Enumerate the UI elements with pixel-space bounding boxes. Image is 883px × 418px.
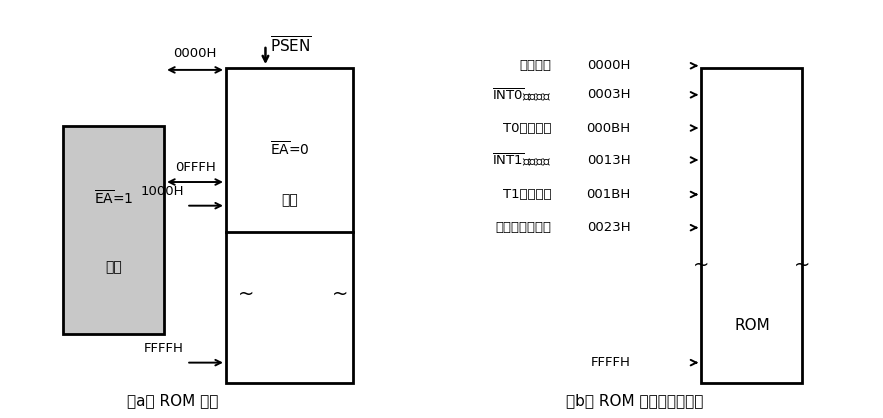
Text: T1中断入口: T1中断入口	[503, 188, 552, 201]
Text: T0中断入口: T0中断入口	[503, 122, 552, 135]
Bar	[701, 68, 803, 383]
Text: 0013H: 0013H	[587, 153, 630, 166]
Text: $\overline{\rm EA}$=0: $\overline{\rm EA}$=0	[270, 141, 310, 159]
Text: （a） ROM 配置: （a） ROM 配置	[127, 393, 219, 408]
Text: 000BH: 000BH	[586, 122, 630, 135]
Text: 001BH: 001BH	[586, 188, 630, 201]
Text: ~: ~	[794, 255, 811, 275]
Text: ~: ~	[238, 285, 254, 303]
Text: ROM: ROM	[735, 318, 770, 333]
Text: $\overline{\rm INT0}$中断入口: $\overline{\rm INT0}$中断入口	[493, 87, 552, 103]
Text: FFFFH: FFFFH	[591, 356, 630, 369]
Text: 内部: 内部	[105, 260, 122, 274]
Text: 0000H: 0000H	[173, 46, 216, 59]
Text: 0023H: 0023H	[587, 221, 630, 234]
Text: ~: ~	[332, 285, 349, 303]
Text: 0000H: 0000H	[587, 59, 630, 72]
Text: 串行口中断入口: 串行口中断入口	[495, 221, 552, 234]
Text: ~: ~	[693, 255, 709, 275]
Text: 1000H: 1000H	[140, 185, 184, 198]
Text: $\overline{\rm INT1}$中断入口: $\overline{\rm INT1}$中断入口	[493, 152, 552, 168]
Text: 复位入口: 复位入口	[519, 59, 552, 72]
Text: 外部: 外部	[282, 194, 298, 207]
Text: $\overline{\rm EA}$=1: $\overline{\rm EA}$=1	[94, 189, 133, 208]
Text: 0FFFH: 0FFFH	[175, 161, 215, 174]
Text: $\overline{\rm PSEN}$: $\overline{\rm PSEN}$	[270, 35, 312, 55]
Text: （b） ROM 低端的特殊单元: （b） ROM 低端的特殊单元	[567, 393, 704, 408]
Bar	[63, 126, 164, 334]
Bar	[226, 68, 353, 383]
Text: 0003H: 0003H	[587, 88, 630, 101]
Text: FFFFH: FFFFH	[144, 342, 184, 355]
